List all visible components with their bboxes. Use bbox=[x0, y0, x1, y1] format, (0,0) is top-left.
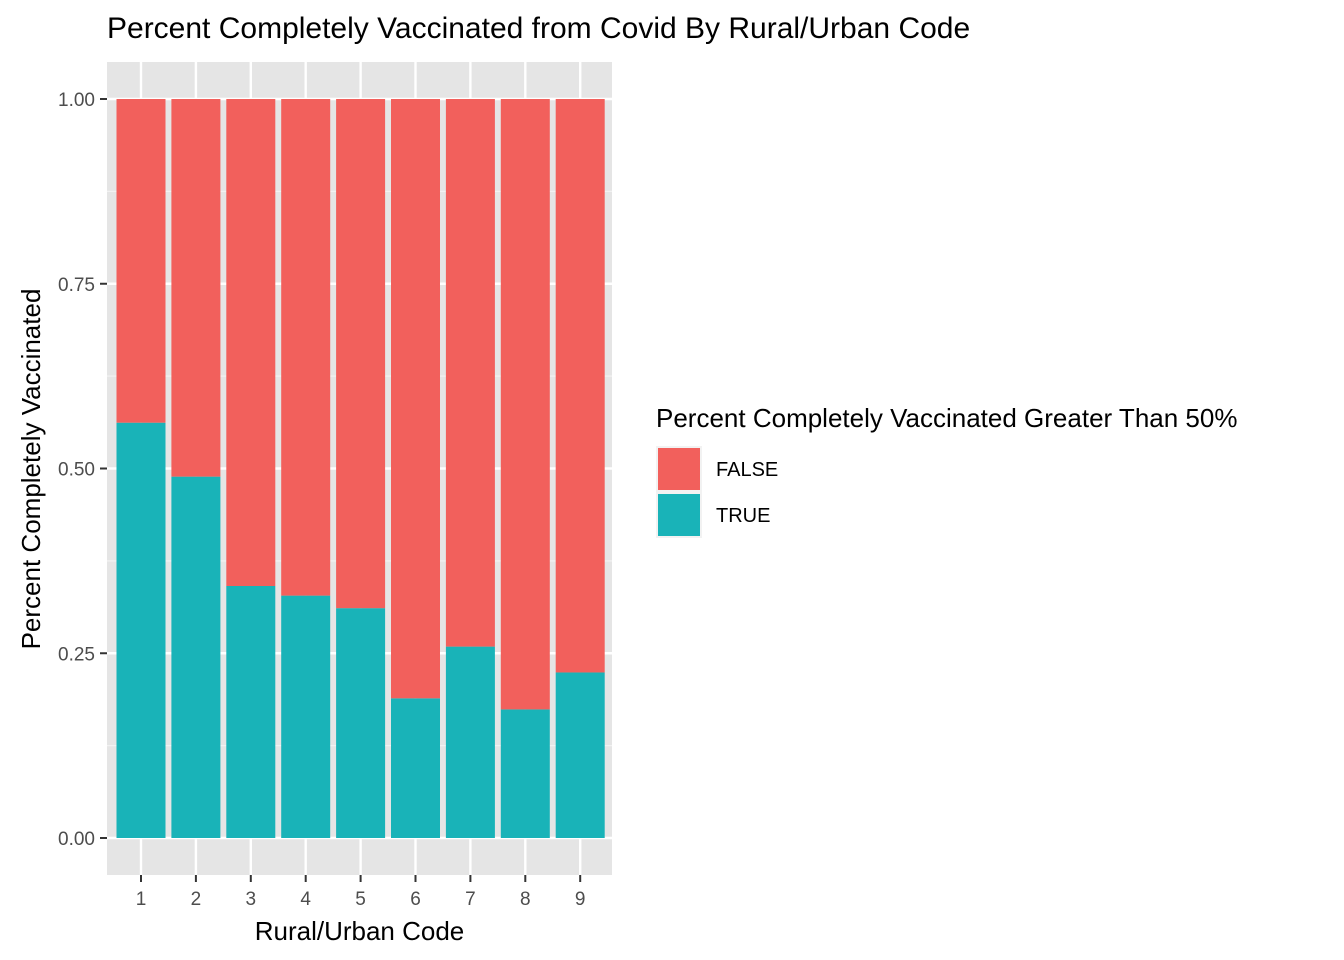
bar-true-1 bbox=[116, 422, 166, 838]
x-tick-label: 8 bbox=[520, 889, 531, 910]
bar-true-2 bbox=[171, 476, 221, 838]
legend-items: FALSE TRUE bbox=[656, 446, 778, 538]
x-tick-label: 6 bbox=[410, 889, 421, 910]
bar-false-9 bbox=[555, 99, 605, 673]
bar-false-8 bbox=[500, 99, 550, 710]
legend-swatch-true bbox=[658, 494, 700, 536]
legend-label-false: FALSE bbox=[716, 459, 778, 481]
x-tick-label: 3 bbox=[246, 889, 257, 910]
y-tick-label: 0.00 bbox=[58, 829, 95, 850]
x-tick-label: 9 bbox=[575, 889, 586, 910]
y-tick-label: 0.25 bbox=[58, 644, 95, 665]
y-axis-title: Percent Completely Vaccinated bbox=[16, 289, 46, 650]
x-tick-label: 4 bbox=[300, 889, 311, 910]
bar-false-6 bbox=[391, 99, 440, 699]
legend-title: Percent Completely Vaccinated Greater Th… bbox=[656, 403, 1237, 433]
bar-false-2 bbox=[171, 99, 221, 477]
bars bbox=[116, 99, 605, 838]
y-tick-label: 0.75 bbox=[58, 275, 95, 296]
y-tick-label: 1.00 bbox=[58, 90, 95, 111]
x-axis: 1 2 3 4 5 6 7 8 9 bbox=[136, 875, 586, 910]
bar-true-3 bbox=[226, 586, 276, 838]
bar-false-3 bbox=[226, 99, 276, 587]
bar-false-1 bbox=[116, 99, 166, 423]
legend-swatch-false bbox=[658, 448, 700, 490]
x-tick-label: 1 bbox=[136, 889, 147, 910]
bar-true-4 bbox=[281, 595, 331, 838]
bar-false-7 bbox=[445, 99, 495, 647]
bar-true-8 bbox=[500, 709, 550, 838]
chart-title: Percent Completely Vaccinated from Covid… bbox=[107, 12, 970, 45]
bar-true-5 bbox=[336, 608, 386, 838]
y-tick-label: 0.50 bbox=[58, 460, 95, 481]
legend: Percent Completely Vaccinated Greater Th… bbox=[656, 403, 1237, 538]
legend-label-true: TRUE bbox=[716, 505, 770, 527]
bar-true-9 bbox=[555, 672, 605, 838]
bar-true-7 bbox=[445, 646, 495, 838]
x-tick-label: 5 bbox=[355, 889, 366, 910]
x-tick-label: 7 bbox=[465, 889, 476, 910]
x-axis-title: Rural/Urban Code bbox=[255, 916, 465, 946]
bar-true-6 bbox=[391, 698, 440, 838]
bar-false-4 bbox=[281, 99, 331, 596]
y-axis: 0.00 0.25 0.50 0.75 1.00 bbox=[58, 90, 107, 850]
bar-false-5 bbox=[336, 99, 386, 609]
x-tick-label: 2 bbox=[191, 889, 202, 910]
